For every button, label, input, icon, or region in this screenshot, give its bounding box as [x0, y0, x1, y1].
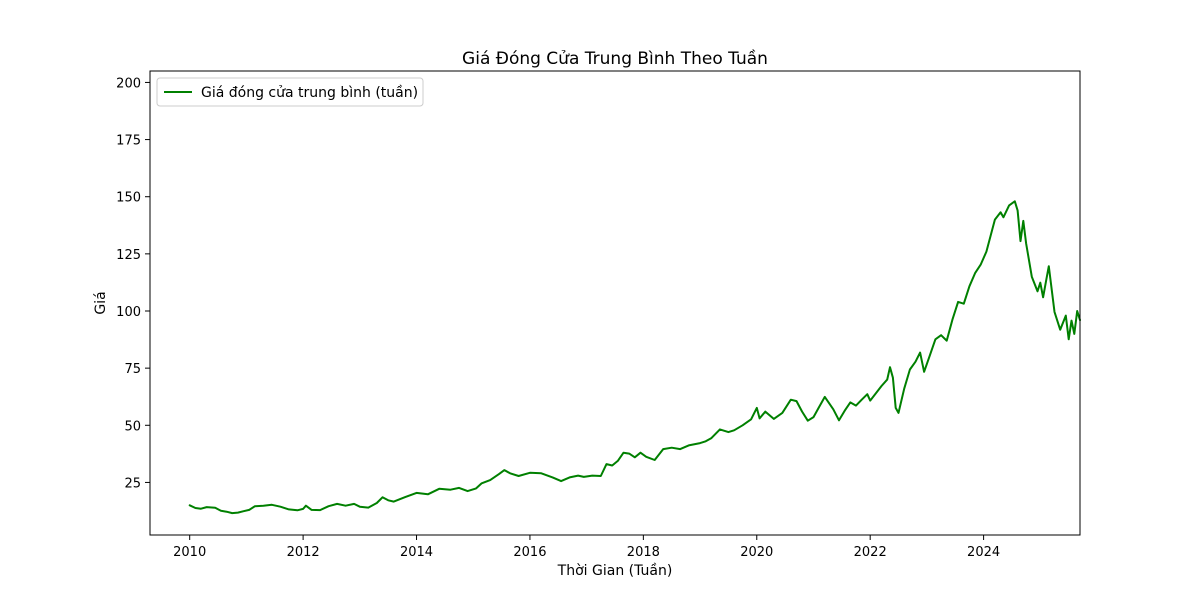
- y-tick-label: 125: [116, 248, 141, 263]
- plot-frame: [149, 70, 1081, 536]
- y-tick-label: 150: [116, 191, 141, 206]
- y-tick-label: 100: [116, 305, 141, 320]
- y-tick-label: 75: [124, 362, 141, 377]
- plot-area: [188, 200, 1081, 515]
- series-line: [188, 200, 1081, 515]
- x-axis-label: Thời Gian (Tuần): [557, 563, 673, 579]
- legend-label: Giá đóng cửa trung bình (tuần): [201, 85, 418, 101]
- legend-box: [156, 77, 424, 107]
- x-tick-label: 2022: [854, 545, 887, 560]
- x-tick-label: 2012: [287, 545, 320, 560]
- x-axis: 2010 2012 2014 2016 2018 2020 2022 2024: [173, 535, 1000, 560]
- x-tick-label: 2018: [627, 545, 660, 560]
- y-tick-label: 50: [124, 419, 141, 434]
- y-tick-label: 200: [116, 76, 141, 91]
- x-tick-label: 2020: [740, 545, 773, 560]
- x-tick-label: 2024: [967, 545, 1000, 560]
- chart-title: Giá Đóng Cửa Trung Bình Theo Tuần: [462, 48, 768, 69]
- y-axis: 25 50 75 100 125 150 175 200: [116, 76, 150, 491]
- x-tick-label: 2010: [173, 545, 206, 560]
- y-tick-label: 175: [116, 134, 141, 149]
- y-axis-label: Giá: [93, 291, 109, 314]
- x-tick-label: 2016: [513, 545, 546, 560]
- legend: Giá đóng cửa trung bình (tuần): [156, 77, 424, 107]
- y-tick-label: 25: [124, 476, 141, 491]
- x-tick-label: 2014: [400, 545, 433, 560]
